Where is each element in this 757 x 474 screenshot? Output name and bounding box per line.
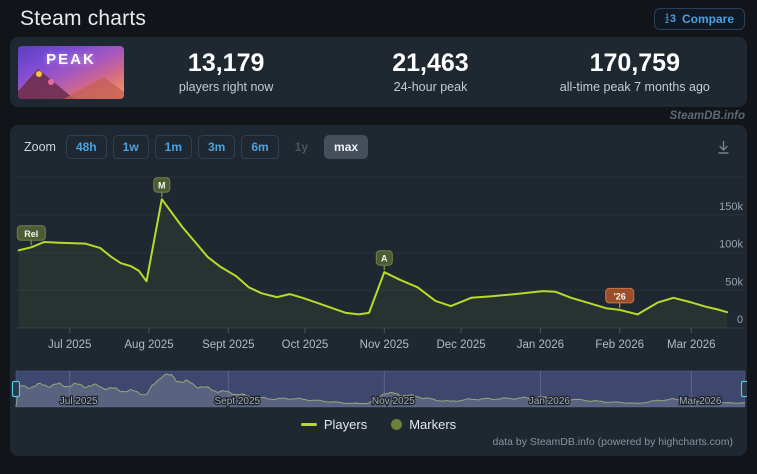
markers-circle-swatch (391, 418, 403, 430)
svg-text:'26: '26 (614, 291, 626, 301)
chart-credit: data by SteamDB.info (powered by highcha… (492, 436, 733, 448)
zoom-6m-button[interactable]: 6m (241, 135, 279, 159)
capsule-art (49, 76, 124, 99)
stat-alltime-peak: 170,759 all-time peak 7 months ago (533, 49, 737, 94)
players-chart[interactable]: 0 50k 100k 150k Jul 2025 Aug 2025 Sept 2025 Oct… (10, 167, 750, 410)
stat-24h-peak: 21,463 24-hour peak (328, 49, 532, 94)
players-series-area (18, 199, 728, 328)
export-chart-button[interactable] (714, 138, 733, 157)
x-axis-label: Aug 2025 (124, 339, 173, 351)
navigator[interactable]: Jul 2025 Sept 2025 Nov 2025 Jan 2026 Mar 202… (11, 370, 750, 408)
navigator-label: Nov 2025 (372, 396, 415, 407)
y-axis-label: 150k (719, 201, 743, 213)
players-series-line[interactable] (17, 198, 729, 316)
stat-current-players: 13,179 players right now (124, 49, 328, 94)
steamdb-watermark: SteamDB.info (669, 110, 745, 122)
navigator-series-area (16, 374, 745, 407)
navigator-handle-right[interactable] (740, 380, 750, 398)
capsule-art (36, 70, 42, 77)
chart-marker-A[interactable]: A (375, 250, 393, 266)
current-players-value: 13,179 (187, 49, 265, 78)
alltime-peak-label: all-time peak 7 months ago (559, 79, 710, 94)
navigator-handle-left[interactable] (11, 380, 21, 398)
capsule-art (48, 78, 54, 85)
x-axis-label: Feb 2026 (595, 339, 644, 351)
zoom-max-button[interactable]: max (324, 135, 369, 159)
players-line-swatch (300, 422, 317, 426)
zoom-1m-button[interactable]: 1m (154, 135, 192, 159)
chart-marker-26[interactable]: '26 (605, 287, 635, 304)
chart-marker-M[interactable]: M (153, 177, 171, 193)
page-title: Steam charts (20, 7, 147, 30)
zoom-label: Zoom (24, 140, 56, 154)
x-axis-label: Jan 2026 (517, 339, 564, 351)
chart-legend: Players Markers (10, 415, 747, 433)
chart-toolbar: Zoom 48h 1w 1m 3m 6m 1y max (10, 125, 747, 167)
y-axis-label: 100k (719, 239, 743, 251)
x-axis-label: Oct 2025 (282, 339, 329, 351)
24h-peak-label: 24-hour peak (393, 79, 468, 94)
alltime-peak-value: 170,759 (589, 49, 680, 78)
legend-players-label: Players (323, 416, 368, 432)
x-axis-label: Mar 2026 (667, 339, 716, 351)
x-axis-label: Jul 2025 (48, 339, 91, 351)
legend-item-markers[interactable]: Markers (391, 417, 456, 432)
svg-text:M: M (158, 181, 166, 191)
zoom-48h-button[interactable]: 48h (65, 135, 107, 159)
stats-card: PEAK 13,179 players right now 21,463 24-… (10, 37, 747, 107)
svg-text:A: A (381, 254, 388, 264)
y-axis-label: 0 (737, 314, 743, 326)
navigator-series-line (15, 373, 745, 408)
navigator-label: Mar 2026 (679, 396, 722, 407)
current-players-label: players right now (178, 79, 274, 94)
navigator-mask[interactable] (15, 370, 746, 408)
y-axis-label: 50k (725, 276, 743, 288)
navigator-bg (16, 371, 745, 407)
download-icon (718, 140, 729, 154)
chart-marker-Rel[interactable]: Rel (16, 225, 46, 241)
zoom-1y-button: 1y (285, 135, 318, 159)
legend-item-players[interactable]: Players (300, 416, 368, 432)
navigator-label: Jul 2025 (60, 396, 98, 407)
compare-button-label: Compare (681, 12, 734, 26)
svg-text:Rel: Rel (24, 229, 38, 239)
24h-peak-value: 21,463 (392, 49, 469, 78)
x-axis-label: Nov 2025 (360, 339, 409, 351)
zoom-1w-button[interactable]: 1w (112, 135, 149, 159)
x-axis-label: Dec 2025 (436, 339, 485, 351)
x-axis-label: Sept 2025 (202, 339, 254, 351)
game-capsule[interactable]: PEAK (18, 45, 124, 99)
legend-markers-label: Markers (409, 416, 457, 432)
navigator-label: Sept 2025 (214, 396, 260, 407)
chart-card: Zoom 48h 1w 1m 3m 6m 1y max 0 50k 100k 150k… (10, 125, 750, 456)
game-logo: PEAK (46, 50, 96, 68)
zoom-3m-button[interactable]: 3m (198, 135, 236, 159)
navigator-label: Jan 2026 (529, 396, 571, 407)
